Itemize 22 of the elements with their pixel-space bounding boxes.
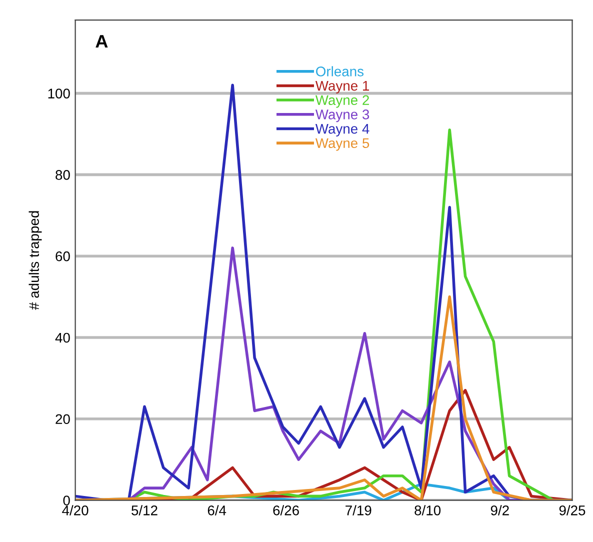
y-tick-label: 40 (55, 332, 70, 343)
y-axis-title: # adults trapped (28, 211, 42, 310)
x-tick-label: 9/2 (490, 505, 509, 516)
legend-label: Wayne 4 (315, 124, 370, 136)
x-tick-label: 6/26 (273, 505, 299, 516)
y-tick-label: 60 (56, 251, 70, 262)
annotation: A (96, 35, 108, 48)
x-tick-label: 5/12 (132, 505, 158, 516)
y-tick-label: 20 (56, 414, 70, 424)
legend-label: Orleans (316, 66, 364, 76)
legend-label: Wayne 1 (315, 81, 369, 94)
x-tick-label: 6/4 (208, 505, 226, 516)
y-tick-label: 80 (56, 170, 70, 180)
x-tick-label: 9/25 (559, 505, 586, 516)
x-tick-label: 4/20 (62, 505, 88, 516)
legend-label: Wayne 5 (315, 138, 370, 151)
x-tick-label: 7/19 (346, 505, 372, 516)
legend-label: Wayne 2 (315, 95, 369, 108)
y-tick-label: 0 (63, 496, 70, 506)
y-tick-label: 100 (48, 88, 70, 98)
x-tick-label: 8/10 (414, 505, 441, 516)
legend-label: Wayne 3 (315, 110, 370, 122)
